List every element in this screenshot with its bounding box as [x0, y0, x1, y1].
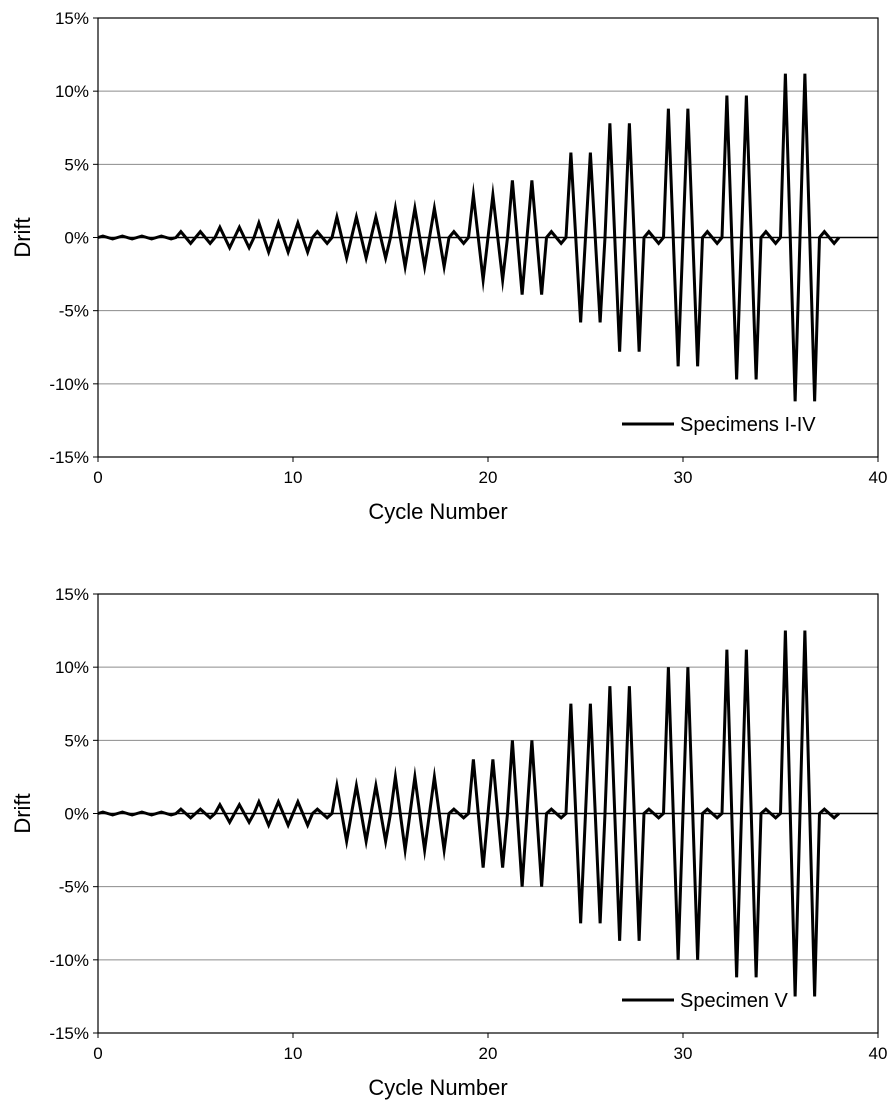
- x-tick-label: 30: [674, 468, 693, 487]
- y-tick-label: -15%: [49, 1024, 89, 1043]
- y-tick-label: -5%: [59, 878, 89, 897]
- y-tick-label: 5%: [64, 731, 89, 750]
- y-tick-label: 5%: [64, 155, 89, 174]
- legend-label: Specimens I-IV: [680, 414, 816, 436]
- y-tick-label: -5%: [59, 302, 89, 321]
- series-line: [97, 73, 841, 402]
- x-tick-label: 10: [284, 1044, 303, 1063]
- x-tick-label: 20: [479, 468, 498, 487]
- x-tick-label: 40: [869, 1044, 888, 1063]
- x-tick-label: 40: [869, 468, 888, 487]
- y-tick-label: 15%: [55, 9, 89, 28]
- y-tick-label: 10%: [55, 82, 89, 101]
- y-tick-label: 10%: [55, 658, 89, 677]
- y-tick-label: 15%: [55, 585, 89, 604]
- y-tick-label: 0%: [64, 229, 89, 248]
- x-tick-label: 0: [93, 1044, 102, 1063]
- y-tick-label: -10%: [49, 375, 89, 394]
- x-axis-title: Cycle Number: [368, 499, 507, 524]
- top-chart: 15% 10% 5% 0% -5% -10% -15%0 10 20 30 40 Cycle Numb…: [10, 9, 887, 524]
- x-tick-label: 30: [674, 1044, 693, 1063]
- legend-label: Specimen V: [680, 990, 788, 1012]
- y-axis-title: Drift: [10, 793, 35, 833]
- x-axis-title: Cycle Number: [368, 1075, 507, 1100]
- y-axis-title: Drift: [10, 217, 35, 257]
- y-tick-label: 0%: [64, 805, 89, 824]
- series-line: [97, 630, 841, 997]
- bottom-chart: 15% 10% 5% 0% -5% -10% -15%0 10 20 30 40 Cycle Numb…: [10, 585, 887, 1100]
- x-tick-label: 20: [479, 1044, 498, 1063]
- y-tick-label: -15%: [49, 448, 89, 467]
- x-tick-label: 10: [284, 468, 303, 487]
- y-tick-label: -10%: [49, 951, 89, 970]
- x-tick-label: 0: [93, 468, 102, 487]
